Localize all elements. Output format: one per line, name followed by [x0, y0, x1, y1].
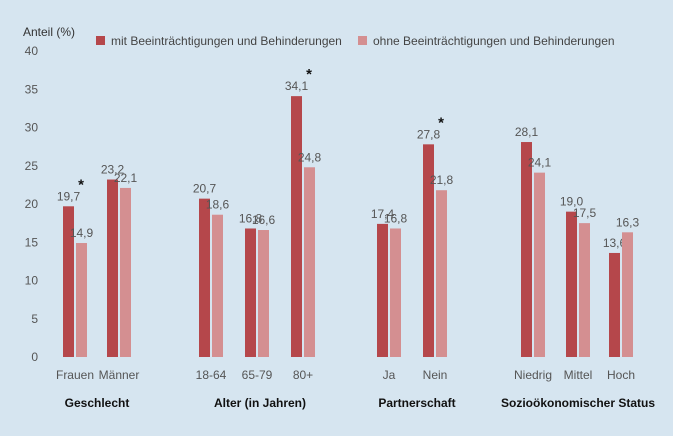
group-label-alter: Alter (in Jahren) — [214, 396, 306, 410]
bar-ohne — [436, 190, 447, 357]
category-label: 65-79 — [242, 368, 273, 382]
category-label: Mittel — [564, 368, 593, 382]
value-label: 14,9 — [70, 226, 94, 240]
significance-marker: * — [306, 66, 312, 83]
value-label: 20,7 — [193, 182, 217, 196]
y-tick-label: 25 — [25, 159, 39, 173]
category-label: Frauen — [56, 368, 94, 382]
bar-mit — [107, 179, 118, 357]
bar-ohne — [579, 223, 590, 357]
bar-ohne — [120, 187, 131, 357]
value-label: 13,6 — [603, 236, 627, 250]
bar-mit — [377, 223, 388, 357]
bar-mit — [245, 228, 256, 357]
category-label: Ja — [383, 368, 396, 382]
group-label-geschlecht: Geschlecht — [65, 396, 130, 410]
group-label-soziooekonomischer-status: Sozioökonomischer Status — [501, 396, 655, 410]
value-label: 17,4 — [371, 207, 395, 221]
value-label: 22,1 — [114, 171, 138, 185]
bar-mit — [199, 198, 210, 357]
category-label: 18-64 — [196, 368, 227, 382]
bar-ohne — [304, 167, 315, 357]
bar-mit — [521, 142, 532, 357]
bar-ohne — [622, 232, 633, 357]
legend: mit Beeinträchtigungen und Behinderungen… — [96, 34, 615, 48]
significance-marker: * — [438, 114, 444, 131]
category-label: 80+ — [293, 368, 313, 382]
value-label: 16,8 — [384, 211, 408, 225]
y-tick-label: 15 — [25, 235, 39, 249]
y-tick-label: 0 — [31, 350, 38, 364]
bar-ohne — [212, 214, 223, 357]
value-label: 18,6 — [206, 198, 230, 212]
significance-marker: * — [78, 176, 84, 193]
value-label: 21,8 — [430, 173, 454, 187]
legend-label-ohne: ohne Beeinträchtigungen und Behinderunge… — [373, 34, 615, 48]
bar-ohne — [534, 172, 545, 357]
category-label: Nein — [423, 368, 448, 382]
bar-mit — [423, 144, 434, 357]
bar-ohne — [390, 228, 401, 357]
y-tick-label: 35 — [25, 82, 39, 96]
value-label: 28,1 — [515, 125, 539, 139]
y-tick-label: 20 — [25, 197, 39, 211]
bar-ohne — [258, 230, 269, 357]
bar-mit — [63, 206, 74, 357]
category-label: Niedrig — [514, 368, 552, 382]
value-label: 34,1 — [285, 79, 309, 93]
value-label: 23,2 — [101, 163, 125, 177]
group-label-partnerschaft: Partnerschaft — [378, 396, 455, 410]
value-label: 24,8 — [298, 150, 322, 164]
value-label: 16,8 — [239, 211, 263, 225]
value-label: 24,1 — [528, 156, 552, 170]
bars: 19,714,9*23,222,120,718,616,816,634,124,… — [57, 66, 640, 357]
bar-mit — [291, 96, 302, 357]
bar-mit — [609, 252, 620, 357]
value-label: 17,5 — [573, 206, 597, 220]
y-tick-label: 30 — [25, 121, 39, 135]
y-axis-label: Anteil (%) — [23, 25, 75, 39]
category-label: Männer — [99, 368, 140, 382]
y-axis: 0 5 10 15 20 25 30 35 40 — [25, 44, 39, 364]
legend-label-mit: mit Beeinträchtigungen und Behinderungen — [111, 34, 342, 48]
y-tick-label: 10 — [25, 274, 39, 288]
value-label: 16,6 — [252, 213, 276, 227]
category-label: Hoch — [607, 368, 635, 382]
value-label: 19,0 — [560, 195, 584, 209]
value-label: 16,3 — [616, 215, 640, 229]
legend-swatch-ohne — [358, 36, 367, 45]
y-tick-label: 5 — [31, 312, 38, 326]
legend-swatch-mit — [96, 36, 105, 45]
x-axis: Frauen Männer 18-64 65-79 80+ Ja Nein Niedrig Mi… — [56, 368, 635, 382]
value-label: 27,8 — [417, 127, 441, 141]
value-label: 19,7 — [57, 189, 81, 203]
bar-mit — [566, 211, 577, 357]
y-tick-label: 40 — [25, 44, 39, 58]
bar-ohne — [76, 243, 87, 357]
